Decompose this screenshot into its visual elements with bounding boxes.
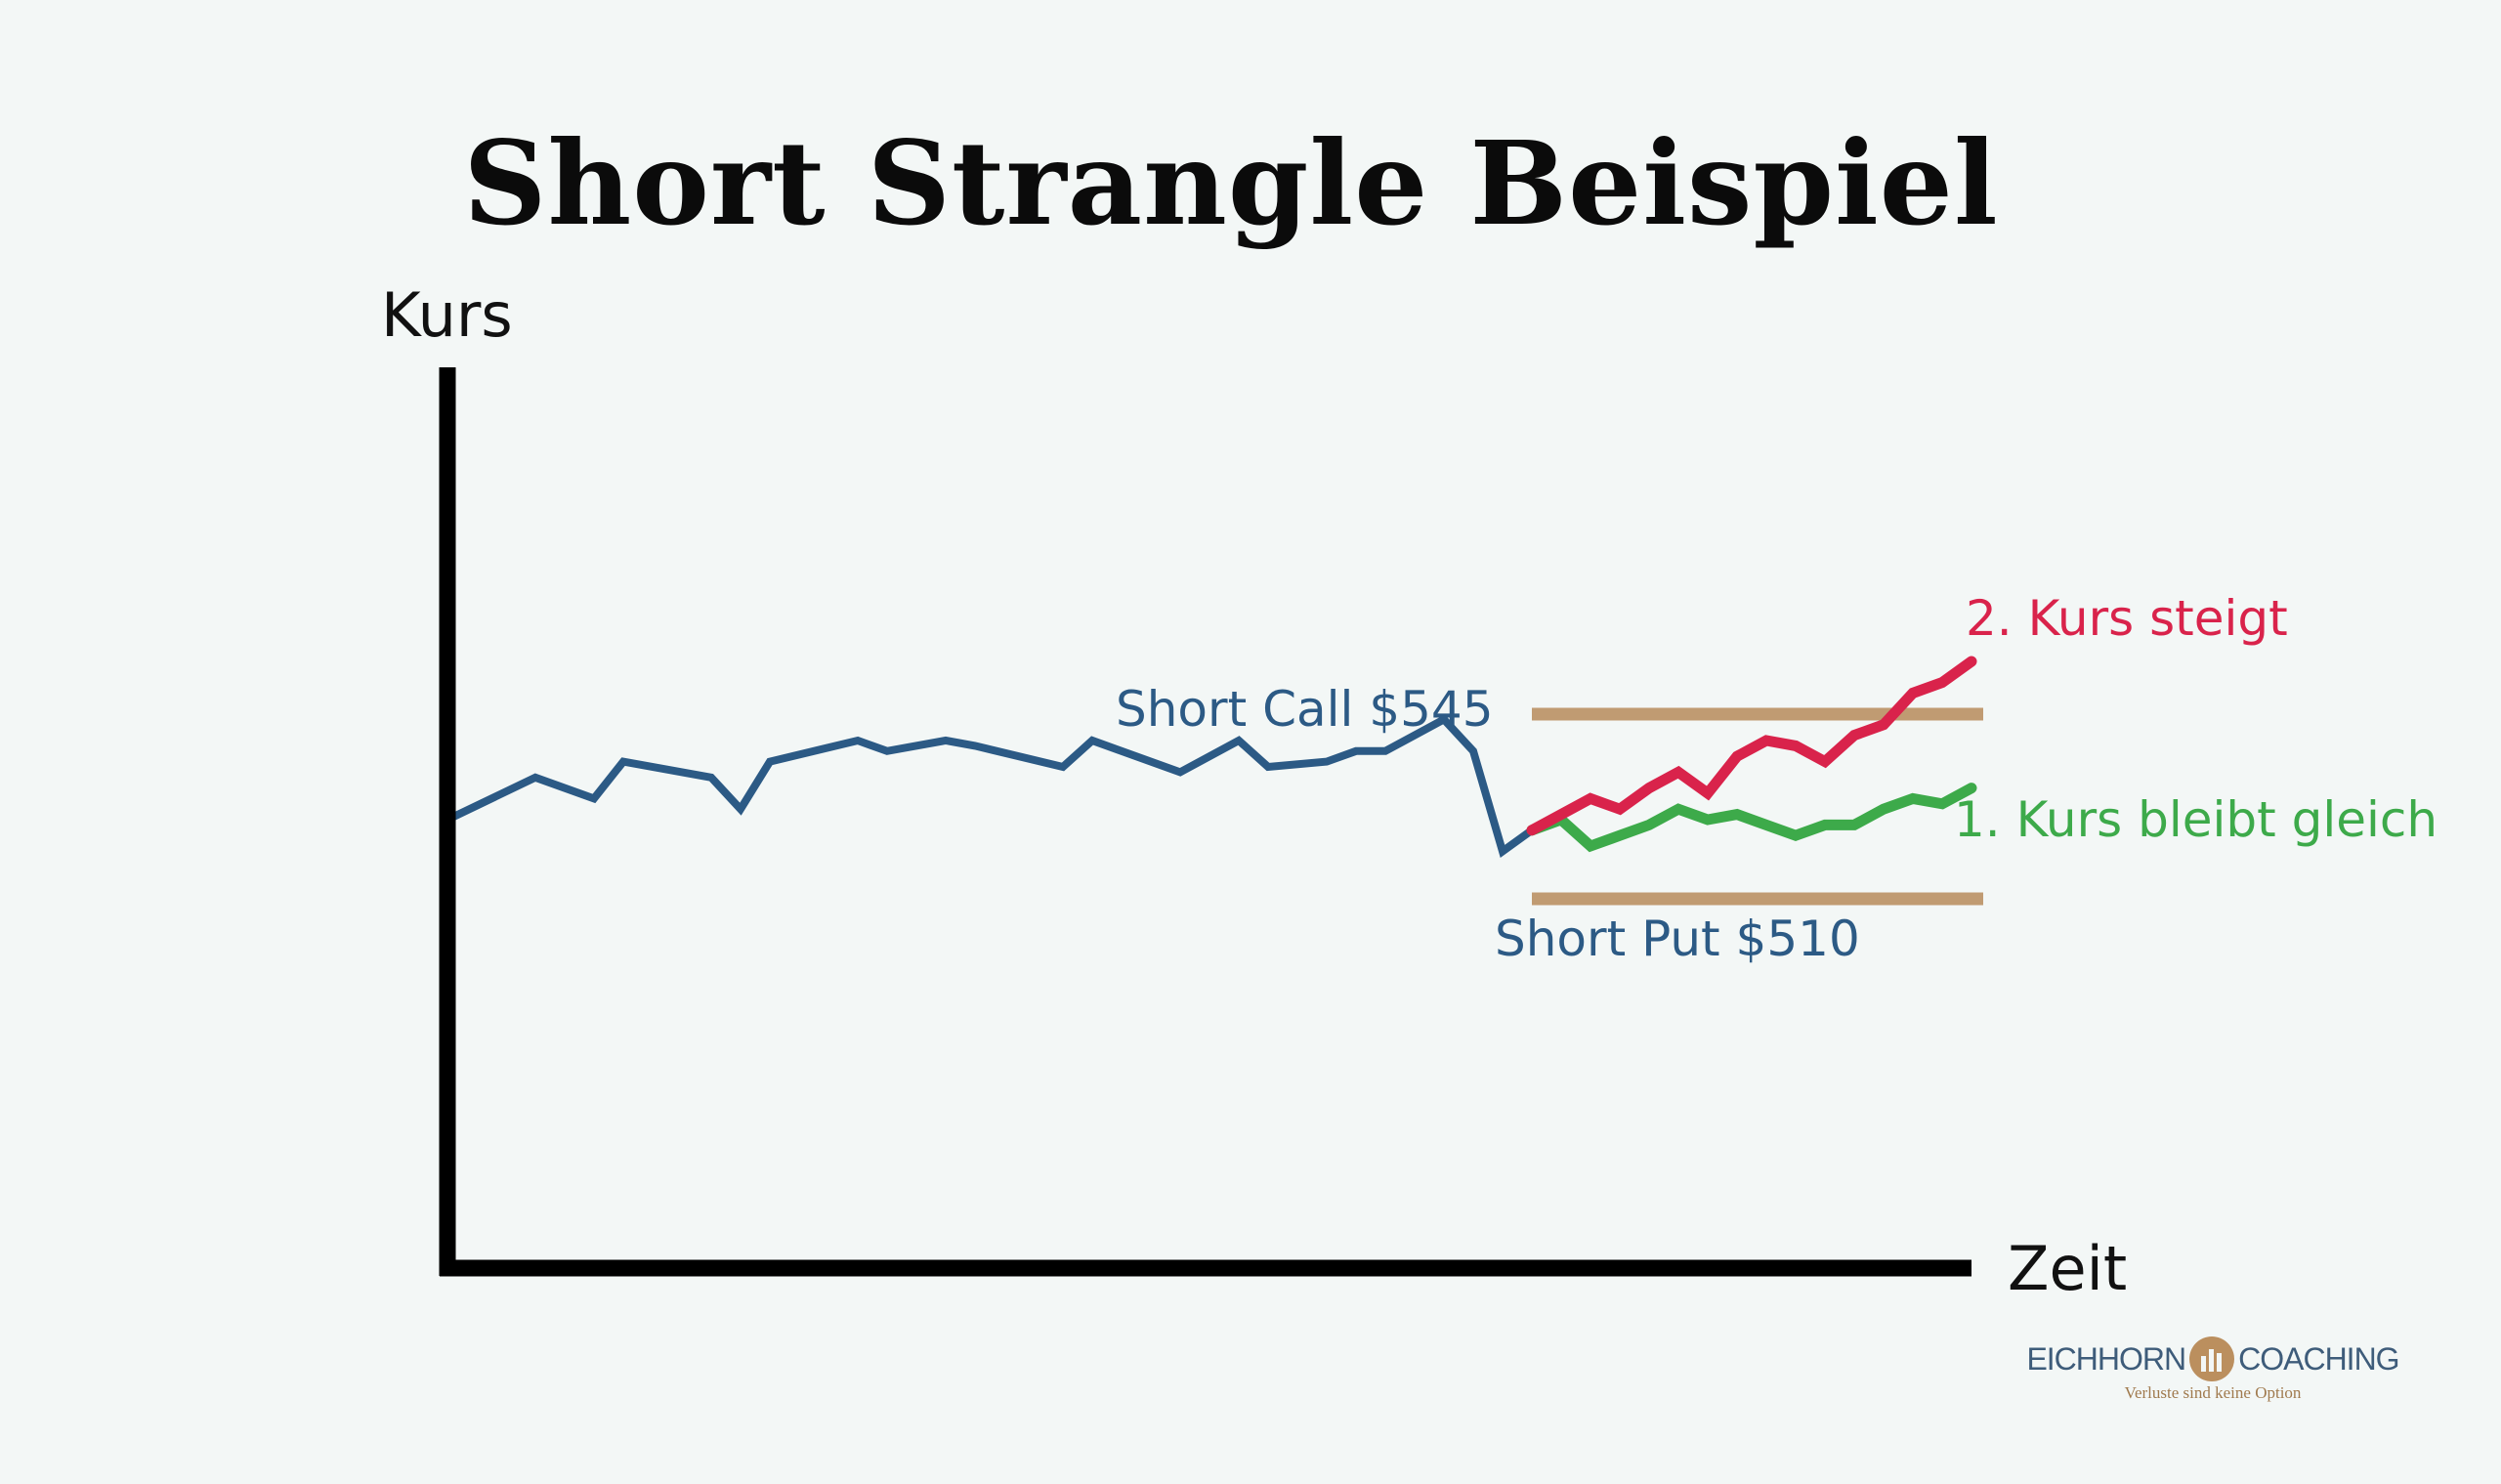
y-axis-label: Kurs (381, 279, 513, 351)
chart-title: Short Strangle Beispiel (463, 115, 1999, 251)
brand-logo: EICHHORN COACHING Verluste sind keine Op… (2024, 1336, 2401, 1407)
brand-name-left: EICHHORN (2026, 1340, 2186, 1377)
annotation-price-unchanged: 1. Kurs bleibt gleich (1954, 791, 2438, 848)
brand-name-right: COACHING (2238, 1340, 2399, 1377)
squirrel-chart-icon (2189, 1336, 2235, 1381)
short-put-label: Short Put $510 (1495, 911, 1860, 967)
x-axis-label: Zeit (2008, 1233, 2128, 1304)
price-rises-line (1526, 656, 1977, 836)
price-unchanged-line (1526, 783, 1977, 853)
brand-tagline: Verluste sind keine Option (2124, 1383, 2302, 1402)
price-history-line (444, 714, 1536, 858)
annotation-price-rises: 2. Kurs steigt (1966, 590, 2288, 647)
short-call-label: Short Call $545 (1116, 681, 1494, 738)
